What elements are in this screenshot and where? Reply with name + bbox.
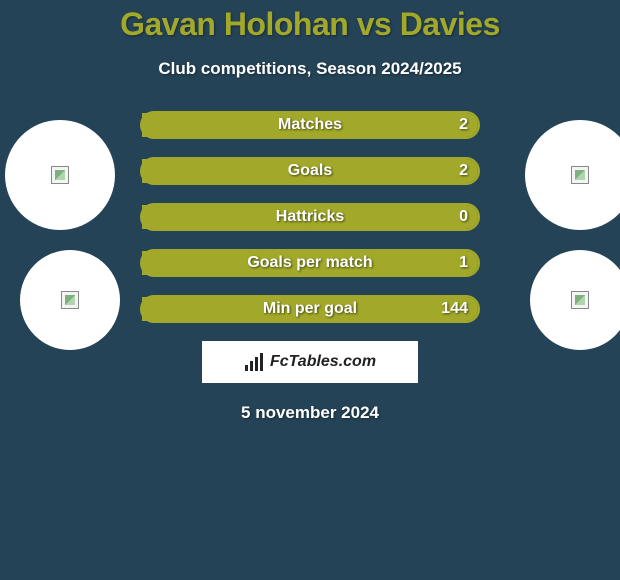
subtitle: Club competitions, Season 2024/2025 (0, 59, 620, 79)
bars-icon (244, 353, 266, 371)
stat-row: Hattricks 0 (140, 203, 480, 231)
stat-label: Hattricks (276, 208, 344, 226)
stat-row: Min per goal 144 (140, 295, 480, 323)
page-title: Gavan Holohan vs Davies (0, 0, 620, 43)
stat-label: Matches (278, 116, 342, 134)
site-logo: FcTables.com (202, 341, 418, 383)
stat-label: Min per goal (263, 300, 357, 318)
stat-row: Goals per match 1 (140, 249, 480, 277)
stat-value-right: 2 (459, 162, 468, 180)
stat-value-right: 144 (441, 300, 468, 318)
logo-text: FcTables.com (270, 353, 376, 371)
stat-value-right: 2 (459, 116, 468, 134)
stat-label: Goals (288, 162, 332, 180)
stat-value-right: 1 (459, 254, 468, 272)
stat-row: Matches 2 (140, 111, 480, 139)
stat-label: Goals per match (247, 254, 372, 272)
footer-date: 5 november 2024 (0, 403, 620, 423)
stats-container: Matches 2 Goals 2 Hattricks 0 Goals per match 1… (0, 111, 620, 323)
stat-row: Goals 2 (140, 157, 480, 185)
stat-value-right: 0 (459, 208, 468, 226)
